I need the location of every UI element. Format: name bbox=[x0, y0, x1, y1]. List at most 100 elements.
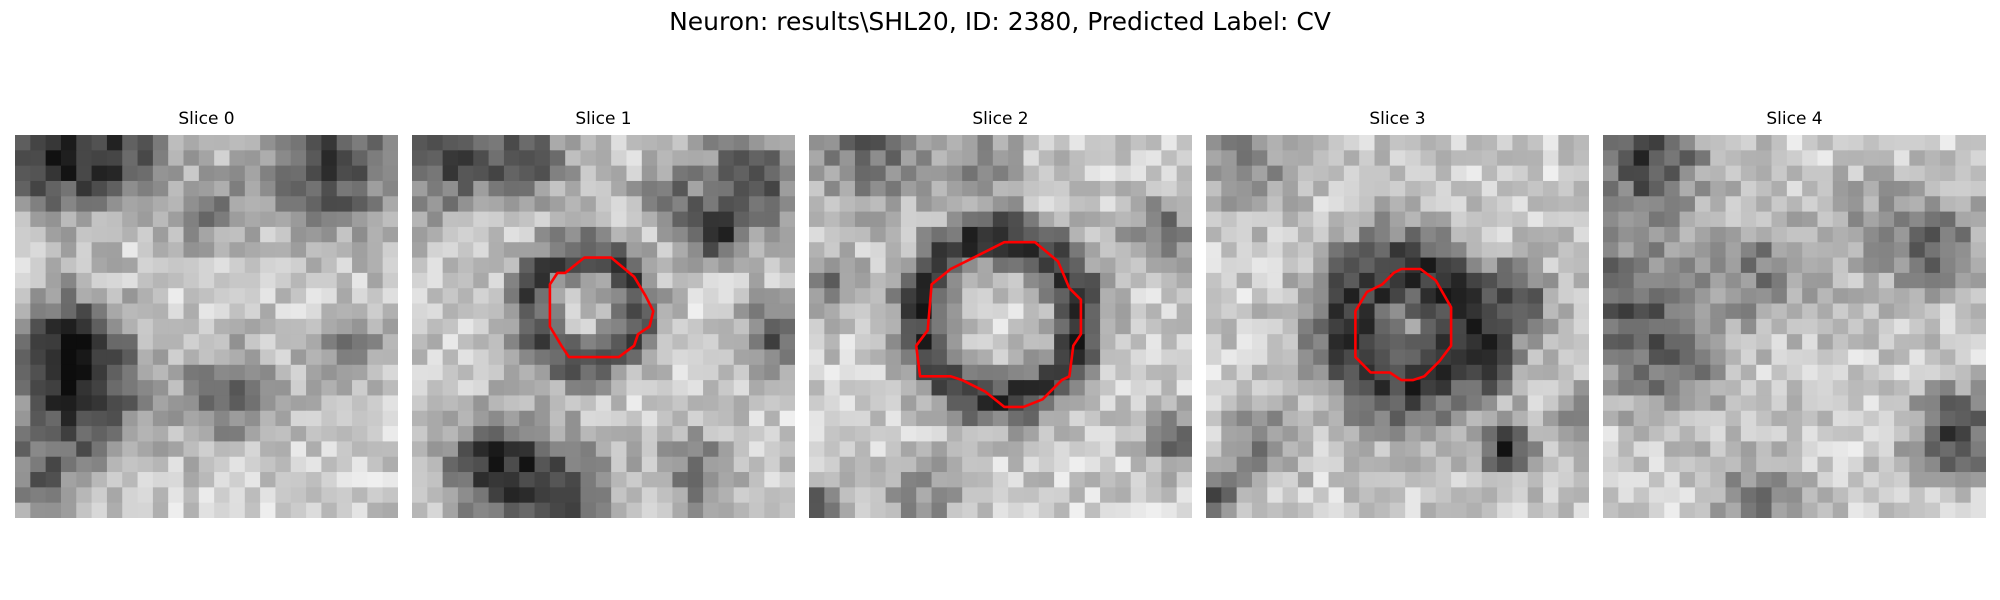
pixel-cell bbox=[1115, 165, 1132, 182]
pixel-cell bbox=[76, 349, 93, 366]
pixel-cell bbox=[198, 426, 215, 442]
pixel-cell bbox=[15, 487, 31, 504]
pixel-cell bbox=[352, 272, 368, 289]
pixel-cell bbox=[412, 272, 428, 289]
pixel-cell bbox=[1817, 364, 1834, 381]
pixel-cell bbox=[946, 487, 963, 504]
pixel-cell bbox=[626, 441, 643, 458]
pixel-cell bbox=[549, 395, 566, 412]
pixel-cell bbox=[244, 226, 261, 243]
pixel-cell bbox=[764, 456, 781, 473]
pixel-cell bbox=[503, 180, 520, 197]
pixel-cell bbox=[1573, 410, 1589, 427]
pixel-cell bbox=[1236, 242, 1253, 259]
pixel-cell bbox=[1832, 395, 1849, 412]
pixel-cell bbox=[1573, 150, 1589, 167]
pixel-cell bbox=[1679, 380, 1696, 397]
pixel-cell bbox=[1206, 303, 1222, 320]
pixel-cell bbox=[672, 502, 689, 518]
segmentation-contour bbox=[548, 256, 655, 359]
pixel-cell bbox=[1008, 226, 1025, 243]
pixel-cell bbox=[1694, 426, 1711, 442]
pixel-cell bbox=[1940, 487, 1956, 504]
pixel-cell bbox=[1756, 272, 1773, 289]
pixel-cell bbox=[657, 410, 674, 427]
pixel-cell bbox=[931, 441, 948, 458]
pixel-cell bbox=[137, 272, 154, 289]
pixel-cell bbox=[1863, 472, 1880, 488]
pixel-cell bbox=[321, 150, 338, 167]
pixel-cell bbox=[1343, 226, 1360, 243]
pixel-cell bbox=[1481, 380, 1498, 397]
pixel-cell bbox=[1130, 349, 1147, 366]
pixel-cell bbox=[1832, 502, 1849, 518]
pixel-cell bbox=[885, 288, 902, 305]
segmentation-contour bbox=[914, 240, 1083, 409]
pixel-cell bbox=[15, 226, 31, 243]
pixel-cell bbox=[779, 410, 795, 427]
pixel-cell bbox=[1038, 426, 1055, 442]
pixel-cell bbox=[764, 150, 781, 167]
pixel-cell bbox=[870, 364, 887, 381]
pixel-cell bbox=[306, 135, 322, 151]
pixel-cell bbox=[1343, 487, 1360, 504]
pixel-cell bbox=[1313, 472, 1330, 488]
pixel-cell bbox=[611, 180, 628, 197]
pixel-cell bbox=[1176, 426, 1192, 442]
pixel-cell bbox=[657, 334, 674, 351]
pixel-cell bbox=[1878, 410, 1895, 427]
pixel-cell bbox=[1038, 318, 1055, 335]
pixel-cell bbox=[1282, 487, 1299, 504]
pixel-cell bbox=[1527, 502, 1544, 518]
pixel-cell bbox=[931, 211, 948, 228]
pixel-cell bbox=[626, 150, 643, 167]
pixel-cell bbox=[1771, 242, 1788, 259]
pixel-cell bbox=[1817, 426, 1834, 442]
pixel-cell bbox=[1740, 318, 1757, 335]
pixel-cell bbox=[198, 502, 215, 518]
pixel-cell bbox=[1221, 410, 1238, 427]
pixel-cell bbox=[900, 349, 917, 366]
pixel-cell bbox=[1618, 349, 1635, 366]
pixel-cell bbox=[1573, 487, 1589, 504]
pixel-cell bbox=[1848, 426, 1865, 442]
pixel-cell bbox=[1740, 196, 1757, 213]
pixel-cell bbox=[1970, 380, 1986, 397]
pixel-cell bbox=[1313, 441, 1330, 458]
pixel-cell bbox=[336, 456, 353, 473]
pixel-cell bbox=[1756, 502, 1773, 518]
pixel-cell bbox=[1512, 257, 1529, 274]
pixel-cell bbox=[336, 242, 353, 259]
pixel-cell bbox=[336, 303, 353, 320]
pixel-cell bbox=[1466, 135, 1483, 151]
pixel-cell bbox=[1435, 242, 1452, 259]
pixel-cell bbox=[488, 272, 505, 289]
pixel-cell bbox=[1115, 303, 1132, 320]
pixel-cell bbox=[1771, 395, 1788, 412]
pixel-cell bbox=[198, 318, 215, 335]
pixel-cell bbox=[1527, 441, 1544, 458]
pixel-cell bbox=[931, 180, 948, 197]
pixel-cell bbox=[30, 180, 47, 197]
pixel-cell bbox=[1100, 196, 1116, 213]
pixel-cell bbox=[76, 180, 93, 197]
pixel-cell bbox=[1848, 242, 1865, 259]
pixel-cell bbox=[1451, 165, 1468, 182]
pixel-cell bbox=[503, 487, 520, 504]
pixel-cell bbox=[1771, 196, 1788, 213]
pixel-cell bbox=[1558, 456, 1575, 473]
pixel-cell bbox=[1970, 410, 1986, 427]
pixel-cell bbox=[1848, 410, 1865, 427]
pixel-cell bbox=[352, 472, 368, 488]
pixel-cell bbox=[1955, 380, 1972, 397]
pixel-cell bbox=[1497, 472, 1513, 488]
pixel-cell bbox=[1451, 334, 1468, 351]
pixel-cell bbox=[703, 242, 719, 259]
pixel-cell bbox=[352, 410, 368, 427]
pixel-cell bbox=[457, 364, 474, 381]
pixel-cell bbox=[703, 380, 719, 397]
pixel-cell bbox=[1497, 242, 1513, 259]
pixel-cell bbox=[367, 349, 384, 366]
pixel-cell bbox=[1359, 441, 1376, 458]
pixel-cell bbox=[1161, 395, 1178, 412]
